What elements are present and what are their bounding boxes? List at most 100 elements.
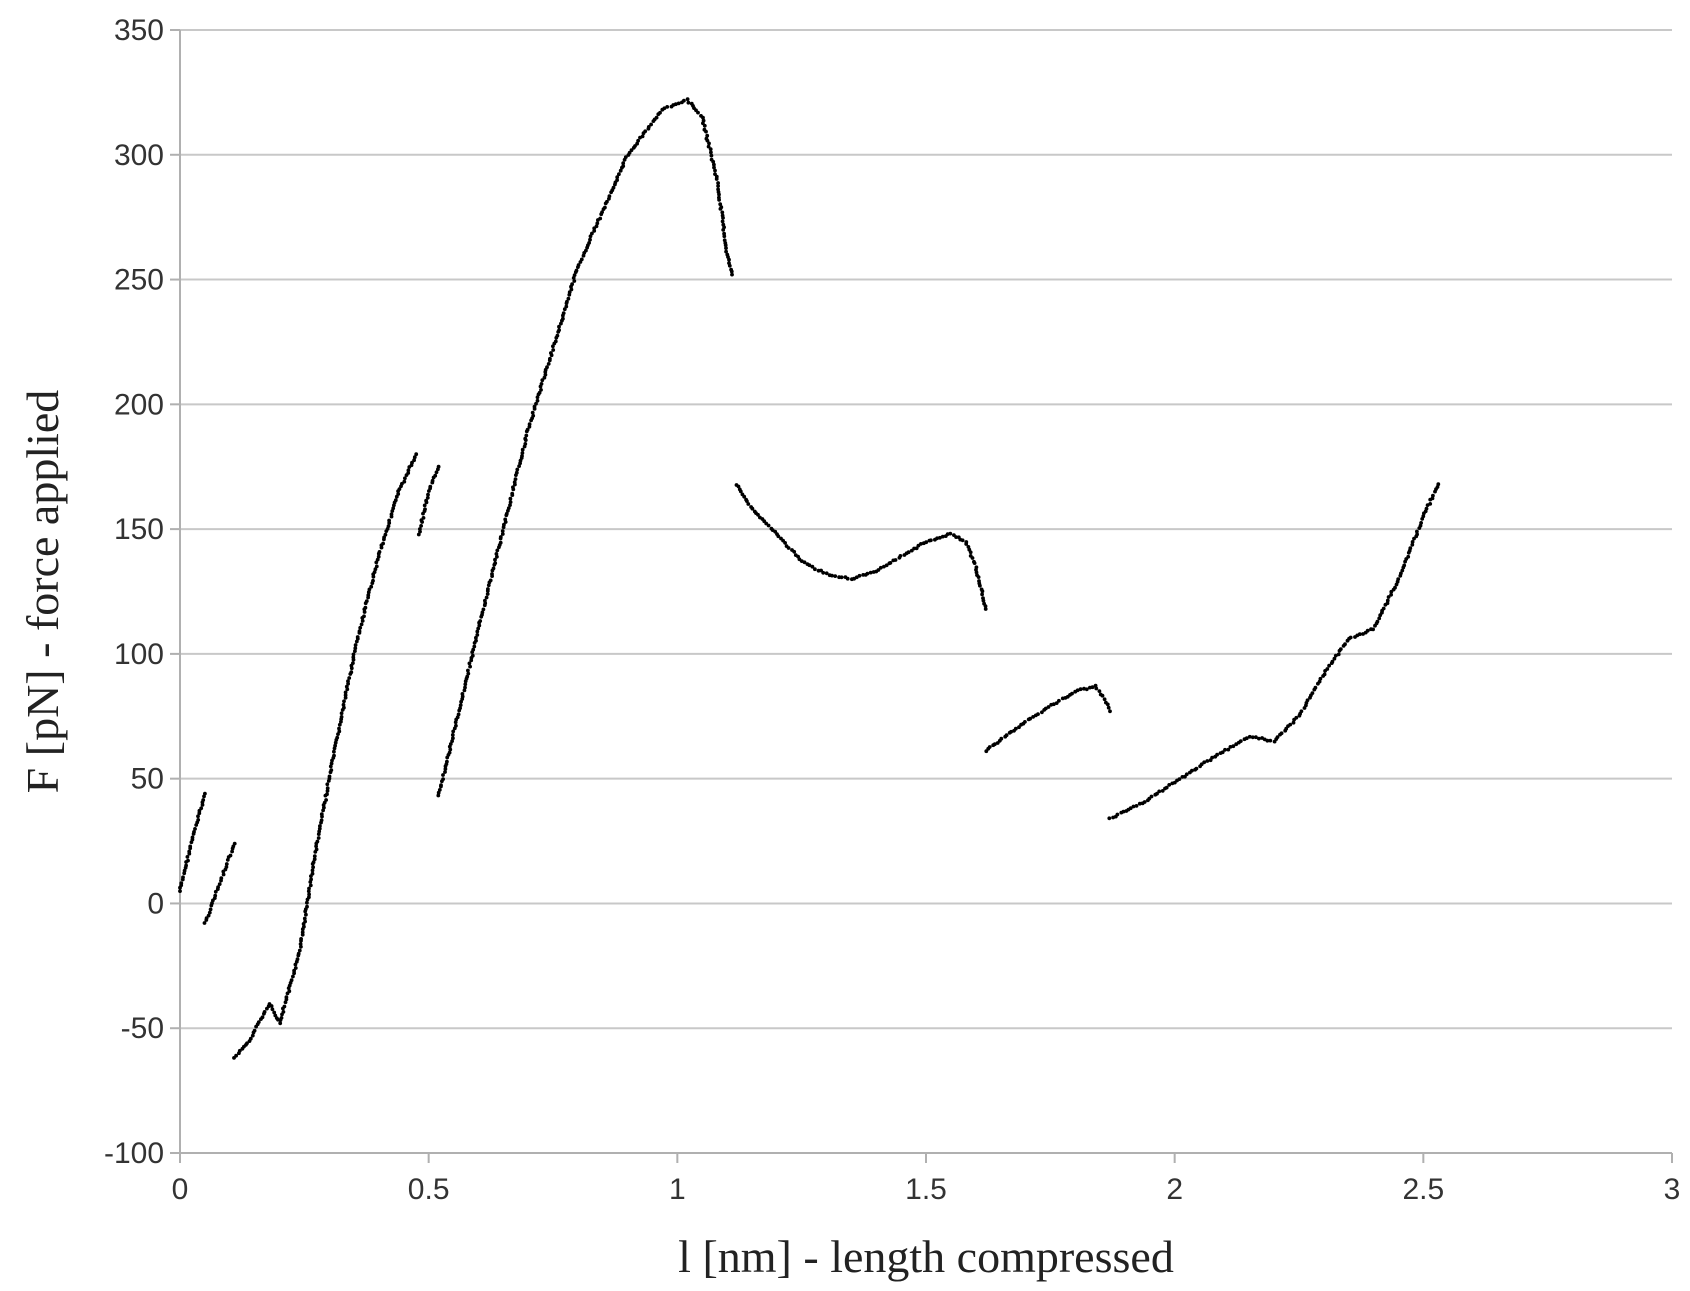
data-point: [234, 1053, 239, 1058]
data-point: [304, 912, 308, 917]
data-point: [1194, 766, 1199, 771]
data-point: [389, 512, 394, 517]
x-tick-label: 2.5: [1402, 1173, 1444, 1206]
data-point: [314, 847, 319, 852]
data-point: [1004, 733, 1009, 738]
data-point: [353, 649, 357, 653]
data-point: [551, 348, 556, 352]
data-point: [590, 231, 594, 236]
data-point: [358, 625, 363, 630]
data-point: [328, 764, 333, 769]
data-point: [595, 221, 600, 226]
data-point: [525, 427, 530, 432]
data-point: [181, 875, 185, 880]
data-point: [308, 883, 313, 888]
data-point: [1385, 598, 1390, 603]
data-point: [567, 290, 572, 295]
data-point: [712, 162, 716, 167]
data-point: [349, 670, 354, 675]
data-point: [746, 502, 751, 506]
data-point: [717, 192, 721, 197]
data-point: [1377, 616, 1382, 621]
data-point: [531, 413, 536, 418]
data-point: [569, 287, 574, 292]
data-point: [592, 229, 597, 233]
data-point: [1078, 687, 1083, 692]
data-point: [1097, 689, 1102, 693]
data-point: [535, 398, 540, 403]
data-point: [353, 646, 358, 651]
data-point: [423, 507, 427, 512]
data-point: [914, 546, 919, 551]
data-point: [1291, 720, 1296, 725]
data-point: [617, 172, 621, 177]
data-point: [386, 524, 391, 528]
data-point: [460, 692, 465, 696]
data-point: [186, 858, 190, 863]
data-point: [968, 550, 973, 555]
data-point: [196, 818, 201, 822]
data-point: [367, 587, 372, 592]
data-point: [704, 129, 708, 134]
data-point: [282, 1004, 287, 1009]
data-point: [532, 404, 537, 409]
data-point: [458, 706, 462, 710]
data-point: [600, 210, 604, 215]
data-point: [766, 523, 771, 528]
data-point: [783, 541, 787, 545]
data-point: [1046, 705, 1051, 709]
data-point: [293, 966, 298, 970]
data-point: [182, 868, 187, 873]
data-point: [615, 178, 619, 183]
data-point: [357, 629, 362, 633]
data-point: [1396, 577, 1401, 581]
data-point: [1028, 716, 1032, 721]
data-point: [295, 957, 300, 962]
data-point: [332, 749, 336, 754]
data-point: [948, 531, 953, 536]
data-point: [488, 578, 493, 583]
data-point: [480, 610, 485, 615]
data-point: [1400, 568, 1405, 573]
data-point: [1381, 606, 1386, 611]
data-point: [605, 199, 609, 204]
data-point: [230, 849, 235, 854]
data-point: [706, 144, 711, 149]
data-point: [523, 436, 528, 441]
data-point: [490, 572, 494, 576]
data-point: [419, 524, 423, 528]
data-point: [906, 550, 911, 555]
data-point: [324, 798, 328, 802]
x-tick-label: 1: [669, 1173, 686, 1206]
data-point: [434, 470, 439, 475]
data-point: [299, 937, 303, 941]
data-point: [474, 635, 478, 640]
data-point: [467, 661, 472, 666]
data-point: [502, 522, 506, 527]
data-point: [561, 311, 566, 315]
data-point: [1205, 759, 1210, 763]
data-point: [1265, 738, 1270, 743]
data-point: [228, 853, 233, 858]
data-point: [603, 205, 607, 210]
data-point: [702, 123, 707, 128]
data-point: [938, 535, 942, 540]
data-point: [1410, 540, 1415, 544]
data-point: [445, 759, 449, 764]
data-point: [802, 560, 807, 565]
data-point: [451, 736, 455, 741]
data-point: [1357, 632, 1362, 637]
data-point: [342, 705, 346, 710]
data-point: [299, 944, 303, 949]
data-point: [1371, 627, 1375, 632]
data-point: [980, 592, 984, 597]
x-axis-title: l [nm] - length compressed: [678, 1231, 1174, 1282]
data-point: [1431, 493, 1435, 498]
data-point: [216, 885, 221, 889]
data-point: [252, 1028, 257, 1033]
data-point: [451, 729, 456, 734]
data-point: [468, 664, 472, 669]
data-point: [717, 198, 721, 202]
data-point: [1023, 720, 1027, 724]
